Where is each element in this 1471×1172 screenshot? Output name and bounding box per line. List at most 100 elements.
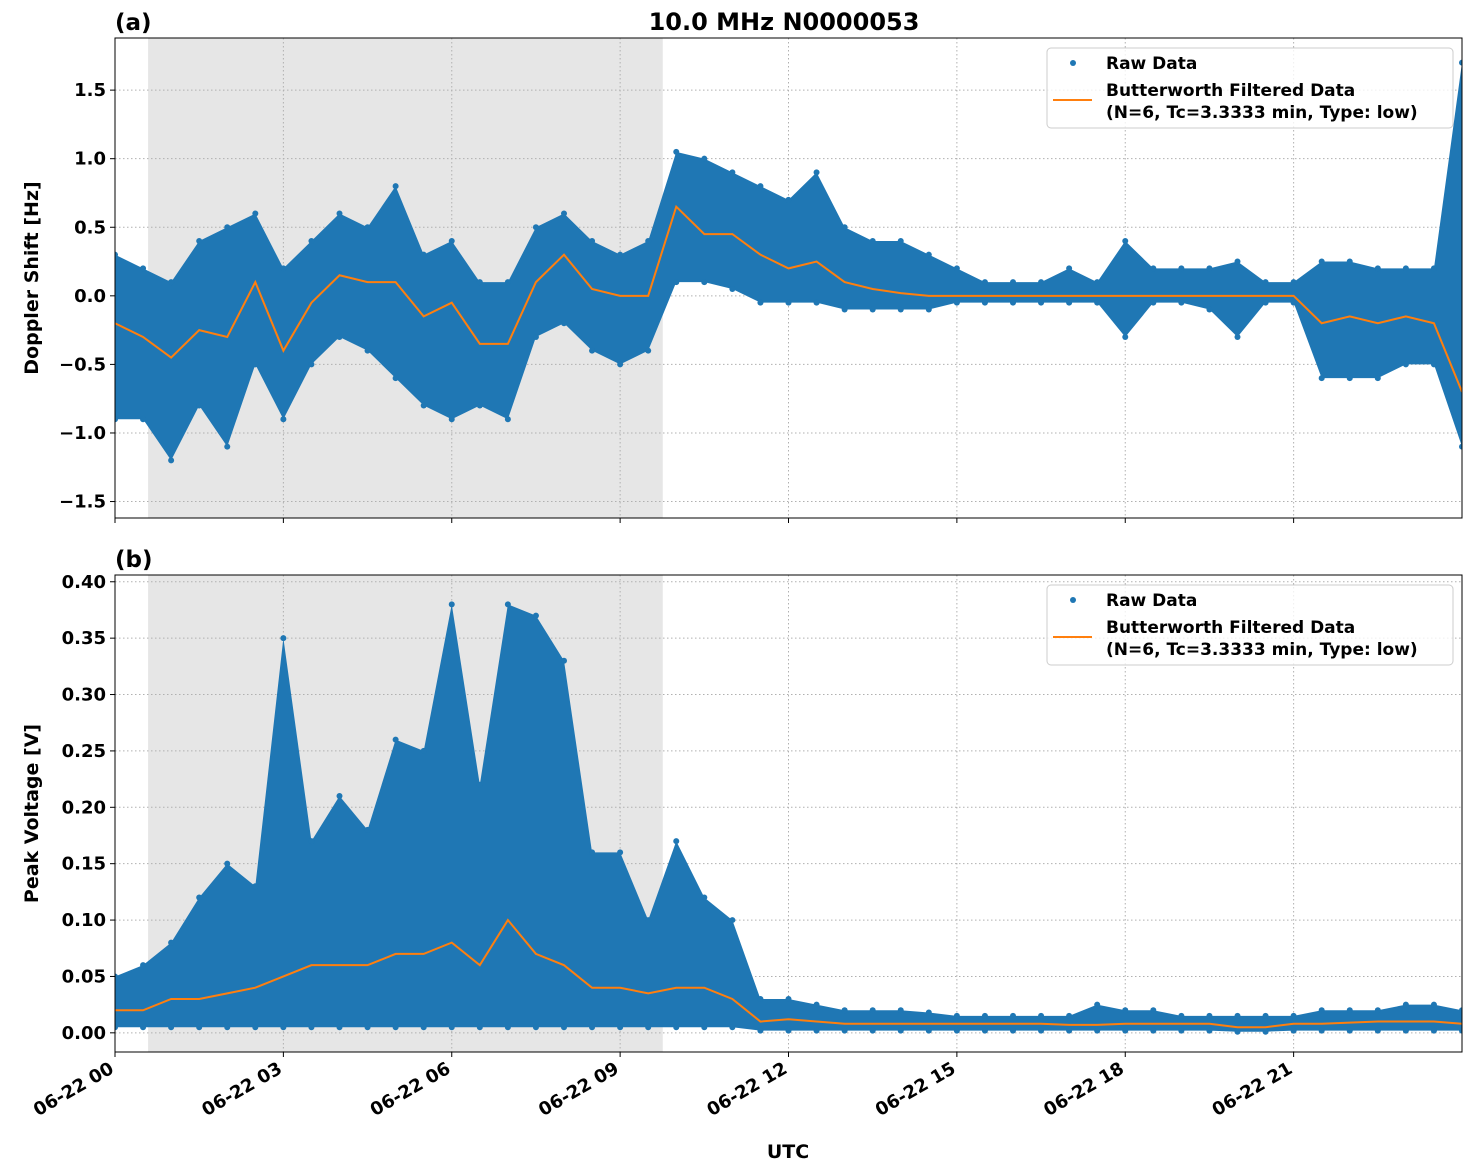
raw-data-point [336, 793, 343, 800]
raw-data-point [1038, 279, 1045, 286]
raw-data-point [1290, 299, 1297, 306]
y-tick-label: −1.5 [59, 492, 106, 513]
legend-filtered-params: (N=6, Tc=3.3333 min, Type: low) [1106, 103, 1418, 123]
raw-data-point [1459, 1007, 1462, 1014]
x-tick-label: 06-22 21 [1209, 1058, 1296, 1121]
raw-data-point [448, 1024, 455, 1031]
raw-data-point [308, 361, 315, 368]
raw-data-point [1094, 1001, 1101, 1008]
raw-data-point [504, 1024, 511, 1031]
raw-data-point [532, 612, 539, 619]
raw-data-point [364, 1024, 371, 1031]
panel-label: (b) [115, 547, 153, 573]
raw-data-point [1122, 237, 1129, 244]
raw-data-point [252, 1024, 259, 1031]
raw-data-point [1038, 1027, 1045, 1034]
raw-data-point [420, 402, 427, 409]
raw-data-point [1010, 279, 1016, 286]
raw-data-point [280, 416, 287, 423]
legend: Raw Data Butterworth Filtered Data(N=6, T… [1046, 584, 1454, 666]
raw-data-point [1262, 279, 1269, 286]
raw-data-point [364, 826, 371, 833]
raw-data-point [757, 1027, 764, 1034]
raw-data-point [1178, 1012, 1185, 1019]
raw-data-point [448, 601, 455, 608]
chart-title: 10.0 MHz N0000053 [649, 8, 920, 36]
x-tick-label: 06-22 09 [535, 1058, 622, 1121]
raw-data-point [561, 320, 567, 327]
x-axis-label: UTC [767, 1141, 809, 1163]
raw-data-point [115, 1024, 118, 1031]
y-tick-label: 0.15 [62, 854, 106, 875]
raw-data-point [1318, 258, 1325, 265]
raw-data-point [953, 1012, 960, 1019]
legend-filtered-label: Butterworth Filtered Data [1106, 618, 1355, 638]
raw-data-point [841, 306, 848, 313]
raw-data-point [1150, 1007, 1157, 1014]
raw-data-point [1459, 59, 1462, 66]
raw-data-point [645, 917, 652, 924]
raw-data-point [224, 443, 231, 450]
raw-data-point [115, 973, 118, 980]
raw-data-point [1066, 1012, 1073, 1019]
raw-data-band [115, 62, 1462, 461]
plot-area [115, 601, 1462, 1035]
raw-data-point [1430, 265, 1437, 272]
raw-data-point [1206, 265, 1213, 272]
raw-data-point [673, 279, 680, 286]
raw-data-point [392, 375, 399, 382]
raw-data-point [1290, 279, 1297, 286]
raw-data-point [1178, 265, 1185, 272]
raw-data-point [1430, 1001, 1437, 1008]
axes-frame [114, 574, 1463, 1053]
raw-data-point [1038, 299, 1045, 306]
raw-data-point [645, 237, 652, 244]
raw-data-point [1374, 1027, 1381, 1034]
raw-data-point [701, 894, 708, 901]
y-tick-label: 0.00 [62, 1023, 106, 1044]
raw-data-point [841, 1007, 848, 1014]
raw-data-point [1430, 361, 1437, 368]
raw-data-point [813, 1027, 820, 1034]
raw-data-point [140, 1024, 147, 1031]
raw-data-point [1122, 333, 1129, 340]
legend: Raw Data Butterworth Filtered Data(N=6, T… [1046, 47, 1454, 129]
y-tick-label: 0.30 [62, 685, 106, 706]
raw-data-point [140, 265, 147, 272]
y-tick-label: 0.25 [62, 741, 106, 762]
raw-data-point [1066, 1027, 1073, 1034]
raw-data-point [252, 361, 259, 368]
raw-data-point [1234, 1028, 1241, 1035]
raw-data-point [392, 183, 399, 190]
raw-data-point [981, 1012, 988, 1019]
raw-data-point [1010, 299, 1016, 306]
legend-filtered-params: (N=6, Tc=3.3333 min, Type: low) [1106, 640, 1418, 660]
raw-data-point [336, 333, 343, 340]
raw-data-point [953, 299, 960, 306]
raw-data-point [168, 939, 175, 946]
raw-data-point [1430, 1027, 1437, 1034]
raw-data-point [701, 155, 708, 162]
raw-data-point [476, 279, 483, 286]
raw-data-point [1346, 258, 1353, 265]
raw-data-point [897, 237, 904, 244]
raw-data-point [729, 169, 736, 176]
raw-data-point [336, 210, 343, 217]
raw-data-point [1010, 1012, 1016, 1019]
raw-data-point [841, 1027, 848, 1034]
legend-box [1046, 47, 1454, 129]
raw-data-point [561, 210, 567, 217]
axes-frame [114, 37, 1463, 519]
raw-data-point [1459, 1027, 1462, 1034]
raw-data-point [1234, 333, 1241, 340]
plot-area [115, 59, 1462, 464]
raw-data-point [981, 1027, 988, 1034]
raw-data-point [757, 183, 764, 190]
legend-box [1046, 584, 1454, 666]
raw-data-point [1234, 1012, 1241, 1019]
y-tick-label: 0.10 [62, 910, 106, 931]
raw-data-point [504, 416, 511, 423]
raw-data-point [448, 237, 455, 244]
raw-data-point [757, 299, 764, 306]
